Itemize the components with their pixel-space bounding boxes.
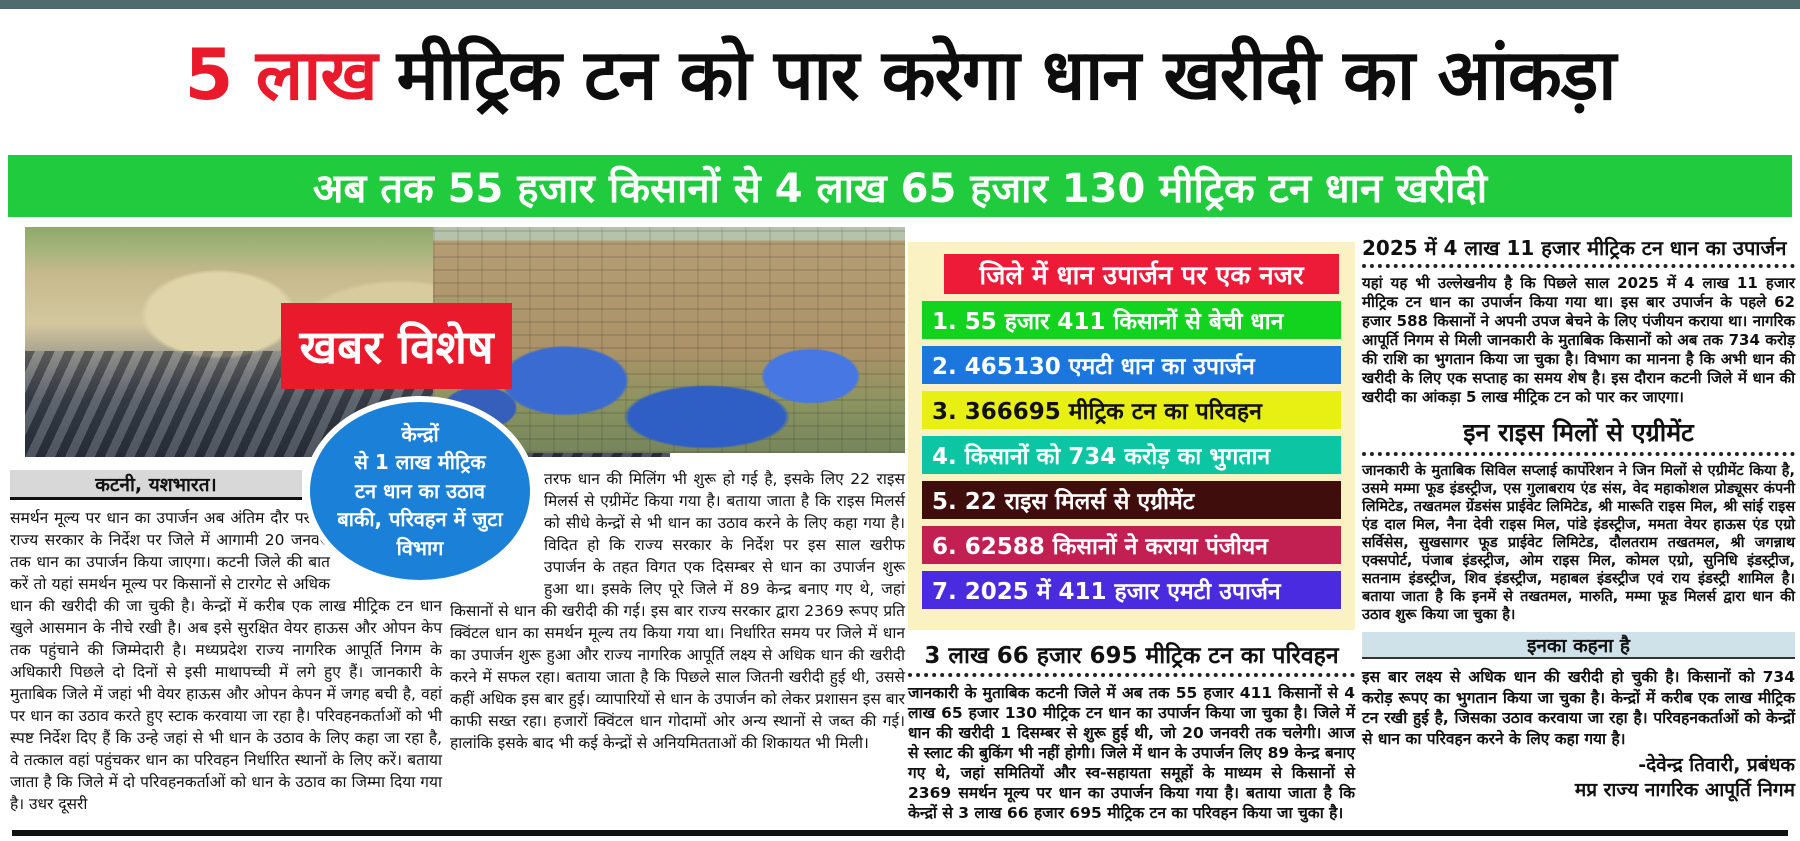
middle-column: तरफ धान की मिलिंग भी शुरू हो गई है, इसके… [450, 468, 905, 754]
subheadline-banner: अब तक 55 हजार किसानों से 4 लाख 65 हजार 1… [8, 155, 1792, 217]
stats-item-procurement-mt: 2. 465130 एमटी धान का उपार्जन [922, 346, 1341, 384]
transport-section: 3 लाख 66 हजार 695 मीट्रिक टन का परिवहन ज… [908, 638, 1355, 823]
stats-item-2025-procurement: 7. 2025 में 411 हजार एमटी उपार्जन [922, 571, 1341, 609]
procurement-2025-heading: 2025 में 4 लाख 11 हजार मीट्रिक टन धान का… [1362, 236, 1787, 260]
stats-item-payment: 4. किसानों को 734 करोड़ का भुगतान [922, 436, 1341, 474]
special-news-badge: खबर विशेष [281, 303, 512, 389]
headline-highlight: 5 लाख [184, 34, 378, 116]
left-article-text: समर्थन मूल्य पर धान का उपार्जन अब अंतिम … [10, 509, 442, 813]
quote-heading-bar: इनका कहना है [1362, 632, 1795, 659]
left-article-body: समर्थन मूल्य पर धान का उपार्जन अब अंतिम … [10, 507, 442, 815]
rice-mills-body: जानकारी के मुताबिक सिविल सप्लाई कार्पोरे… [1362, 463, 1795, 623]
stats-item-rice-millers: 5. 22 राइस मिलर्स से एग्रीमेंट [922, 481, 1341, 519]
stats-item-registrations: 6. 62588 किसानों ने कराया पंजीयन [922, 526, 1341, 564]
transport-heading: 3 लाख 66 हजार 695 मीट्रिक टन का परिवहन [924, 643, 1339, 669]
stats-item-transport-mt: 3. 366695 मीट्रिक टन का परिवहन [922, 391, 1341, 429]
bottom-edge-rule [12, 830, 1788, 836]
dotted-divider [1362, 452, 1795, 456]
left-column: कटनी, यशभारत। समर्थन मूल्य पर धान का उपा… [10, 470, 442, 815]
middle-article-text: तरफ धान की मिलिंग भी शुरू हो गई है, इसके… [450, 470, 905, 752]
headline-text: मीट्रिक टन को पार करेगा धान खरीदी का आंक… [396, 34, 1617, 116]
quote-signature: -देवेन्द्र तिवारी, प्रबंधक मप्र राज्य ना… [1574, 754, 1795, 801]
stats-title: जिले में धान उपार्जन पर एक नजर [944, 254, 1339, 294]
top-edge-bar [0, 0, 1800, 9]
dotted-divider [1362, 264, 1795, 268]
stats-panel: जिले में धान उपार्जन पर एक नजर 1. 55 हजा… [908, 242, 1355, 630]
stats-item-farmers-sold: 1. 55 हजार 411 किसानों से बेची धान [922, 301, 1341, 339]
right-column: 2025 में 4 लाख 11 हजार मीट्रिक टन धान का… [1362, 234, 1795, 803]
dotted-divider [908, 673, 1355, 677]
transport-note-circle: केन्द्रों से 1 लाख मीट्रिक टन धान का उठा… [304, 396, 536, 586]
main-headline: 5 लाख मीट्रिक टन को पार करेगा धान खरीदी क… [0, 24, 1800, 120]
rice-mills-heading: इन राइस मिलों से एग्रीमेंट [1463, 418, 1694, 447]
middle-article-body: तरफ धान की मिलिंग भी शुरू हो गई है, इसके… [450, 468, 905, 754]
quote-body: इस बार लक्ष्य से अधिक धान की खरीदी हो चु… [1362, 668, 1795, 748]
procurement-2025-body: यहां यह भी उल्लेखनीय है कि पिछले साल 202… [1362, 274, 1795, 406]
transport-body: जानकारी के मुताबिक कटनी जिले में अब तक 5… [908, 684, 1355, 822]
byline-bar: कटनी, यशभारत। [10, 470, 302, 500]
